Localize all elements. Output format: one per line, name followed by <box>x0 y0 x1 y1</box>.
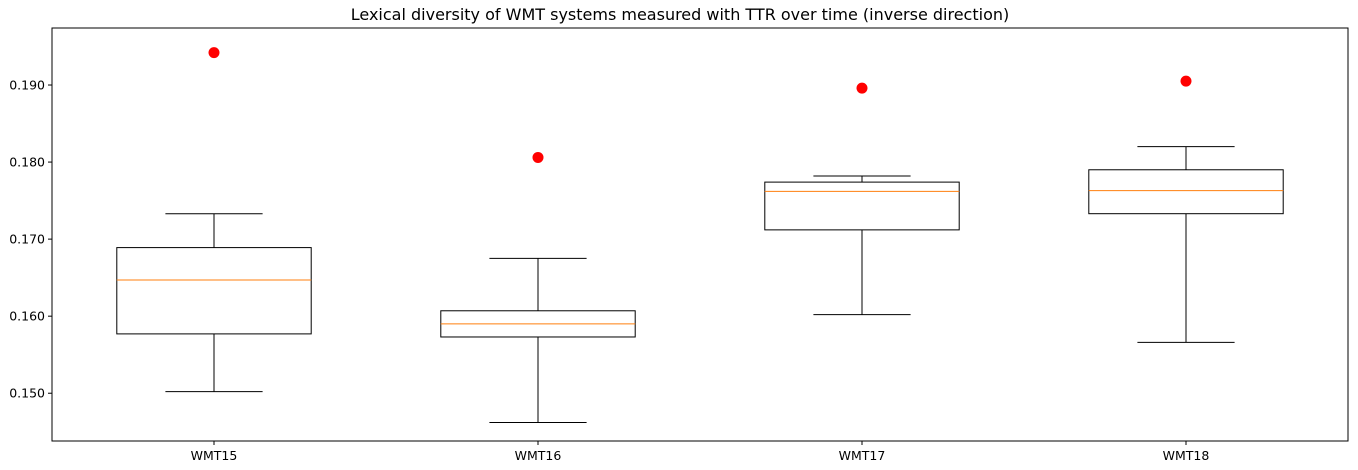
x-tick-label: WMT17 <box>839 448 886 463</box>
box-iqr <box>116 247 312 335</box>
y-tick-label: 0.150 <box>9 386 45 401</box>
box-iqr <box>764 181 960 231</box>
highlight-point <box>532 151 544 163</box>
x-tick-label: WMT15 <box>191 448 238 463</box>
box-iqr <box>1088 169 1284 215</box>
highlight-point <box>1180 75 1192 87</box>
highlight-point <box>856 82 868 94</box>
x-tick-label: WMT16 <box>515 448 562 463</box>
highlight-point <box>208 47 220 59</box>
y-tick-label: 0.170 <box>9 232 45 247</box>
y-tick-label: 0.180 <box>9 155 45 170</box>
y-tick-label: 0.190 <box>9 78 45 93</box>
plot-area-frame <box>51 27 1349 442</box>
chart-title: Lexical diversity of WMT systems measure… <box>351 5 1009 24</box>
y-tick-label: 0.160 <box>9 309 45 324</box>
x-tick-label: WMT18 <box>1163 448 1210 463</box>
chart-marks: 0.150 0.160 0.170 0.180 0.190 WMT15 WMT16 WMT17… <box>9 47 1284 463</box>
